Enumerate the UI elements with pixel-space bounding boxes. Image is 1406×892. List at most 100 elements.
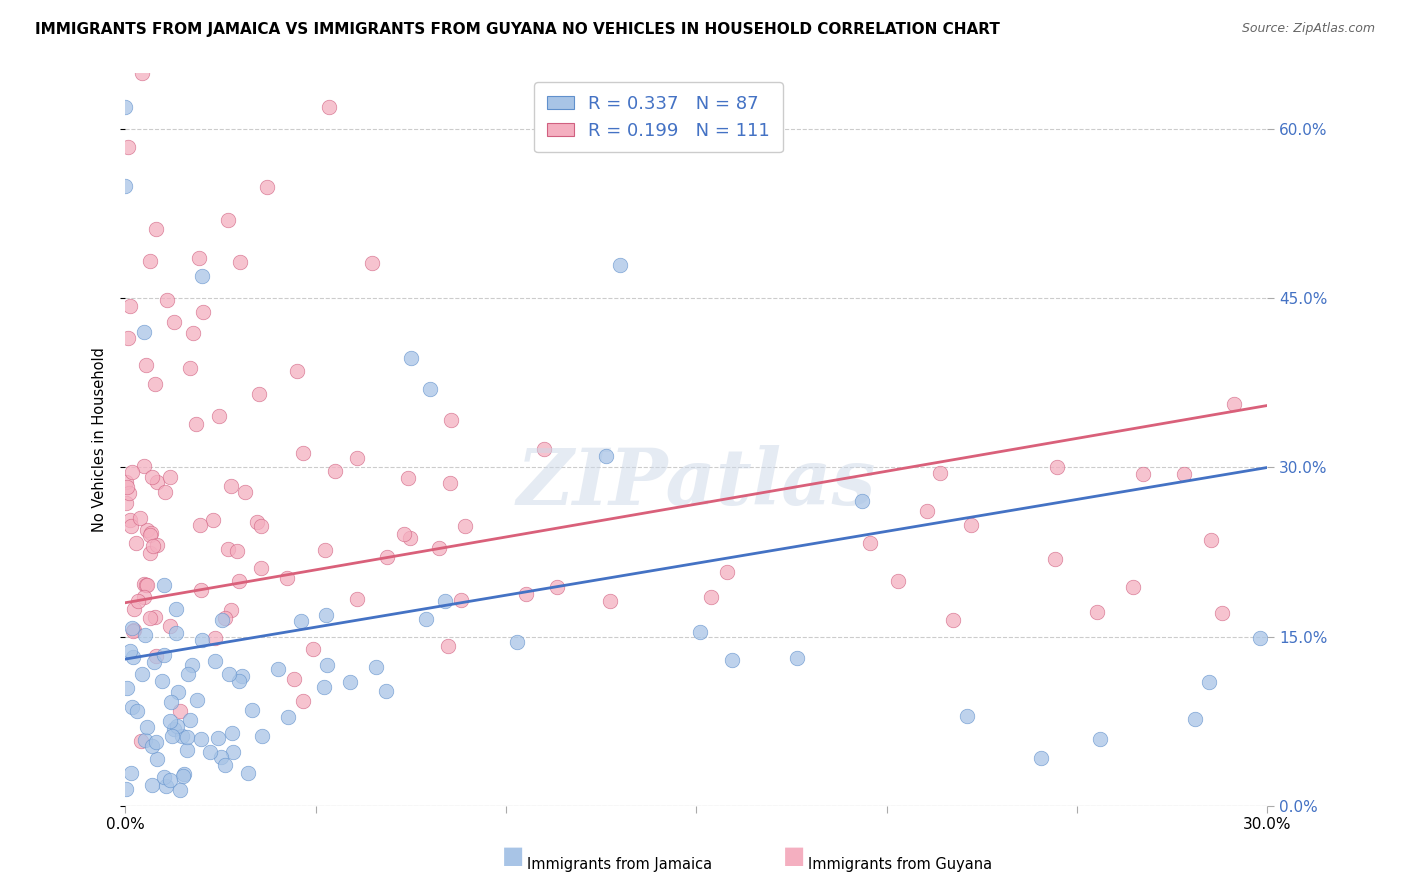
Point bbox=[146, 751, 169, 765]
Point bbox=[214, 611, 236, 625]
Point bbox=[1249, 632, 1271, 646]
Point bbox=[415, 612, 437, 626]
Point bbox=[285, 364, 308, 378]
Point bbox=[221, 726, 243, 740]
Point bbox=[190, 732, 212, 747]
Point bbox=[181, 658, 204, 673]
Point bbox=[135, 523, 157, 537]
Point bbox=[1031, 751, 1053, 765]
Point bbox=[145, 222, 167, 236]
Point bbox=[228, 673, 250, 688]
Point bbox=[599, 594, 621, 608]
Text: Immigrants from Jamaica: Immigrants from Jamaica bbox=[527, 857, 713, 872]
Point bbox=[122, 650, 145, 665]
Point bbox=[191, 632, 214, 647]
Point bbox=[689, 624, 711, 639]
Point bbox=[302, 641, 325, 656]
Text: ZIPatlas: ZIPatlas bbox=[517, 445, 876, 522]
Point bbox=[506, 635, 529, 649]
Point bbox=[129, 511, 152, 525]
Point bbox=[170, 729, 193, 743]
Point bbox=[217, 541, 239, 556]
Point bbox=[437, 639, 460, 653]
Point bbox=[122, 623, 145, 637]
Point bbox=[960, 518, 983, 533]
Point bbox=[179, 713, 201, 727]
Point bbox=[122, 602, 145, 616]
Point bbox=[214, 758, 236, 772]
Point bbox=[118, 513, 141, 527]
Point bbox=[1132, 467, 1154, 482]
Point bbox=[159, 714, 181, 728]
Point bbox=[312, 680, 335, 694]
Point bbox=[392, 527, 415, 541]
Point bbox=[546, 581, 568, 595]
Point bbox=[187, 252, 209, 266]
Point bbox=[115, 475, 138, 489]
Point bbox=[136, 720, 159, 734]
Point bbox=[315, 608, 337, 623]
Point bbox=[1122, 580, 1144, 594]
Text: Source: ZipAtlas.com: Source: ZipAtlas.com bbox=[1241, 22, 1375, 36]
Point bbox=[453, 519, 475, 533]
Point bbox=[115, 480, 138, 494]
Point bbox=[240, 703, 263, 717]
Point bbox=[246, 515, 269, 529]
Point bbox=[231, 669, 253, 683]
Point bbox=[118, 643, 141, 657]
Text: Immigrants from Guyana: Immigrants from Guyana bbox=[808, 857, 993, 872]
Point bbox=[292, 694, 315, 708]
Point bbox=[121, 621, 143, 635]
Point bbox=[1199, 533, 1222, 548]
Point bbox=[207, 731, 229, 746]
Point bbox=[166, 719, 188, 733]
Point bbox=[155, 779, 177, 793]
Point bbox=[450, 593, 472, 607]
Text: ■: ■ bbox=[502, 844, 524, 868]
Point bbox=[323, 464, 346, 478]
Point bbox=[142, 655, 165, 669]
Point bbox=[141, 778, 163, 792]
Point bbox=[859, 535, 882, 549]
Point bbox=[277, 709, 299, 723]
Point bbox=[1184, 713, 1206, 727]
Point bbox=[135, 358, 157, 372]
Point bbox=[129, 733, 152, 747]
Text: ■: ■ bbox=[783, 844, 806, 868]
Point bbox=[218, 667, 240, 681]
Point bbox=[219, 602, 242, 616]
Point bbox=[250, 519, 273, 533]
Point bbox=[250, 561, 273, 575]
Point bbox=[120, 518, 142, 533]
Point bbox=[283, 672, 305, 686]
Point bbox=[440, 412, 463, 426]
Point bbox=[134, 733, 156, 747]
Point bbox=[204, 631, 226, 645]
Point bbox=[117, 140, 139, 154]
Point bbox=[125, 536, 148, 550]
Point bbox=[429, 541, 451, 555]
Point bbox=[375, 550, 398, 565]
Point bbox=[188, 518, 211, 533]
Point bbox=[160, 729, 183, 743]
Point bbox=[159, 772, 181, 787]
Point bbox=[193, 305, 215, 319]
Point bbox=[217, 213, 239, 227]
Point bbox=[127, 593, 149, 607]
Point bbox=[156, 293, 179, 307]
Point bbox=[118, 299, 141, 313]
Point bbox=[346, 592, 368, 607]
Point bbox=[163, 315, 186, 329]
Point bbox=[851, 493, 873, 508]
Point bbox=[145, 735, 167, 749]
Point bbox=[202, 513, 225, 527]
Point bbox=[208, 409, 231, 424]
Point bbox=[267, 662, 290, 676]
Point bbox=[1046, 459, 1069, 474]
Point bbox=[152, 648, 174, 662]
Point bbox=[143, 609, 166, 624]
Point bbox=[134, 325, 156, 339]
Point bbox=[143, 376, 166, 391]
Point bbox=[225, 544, 247, 558]
Point bbox=[141, 739, 163, 753]
